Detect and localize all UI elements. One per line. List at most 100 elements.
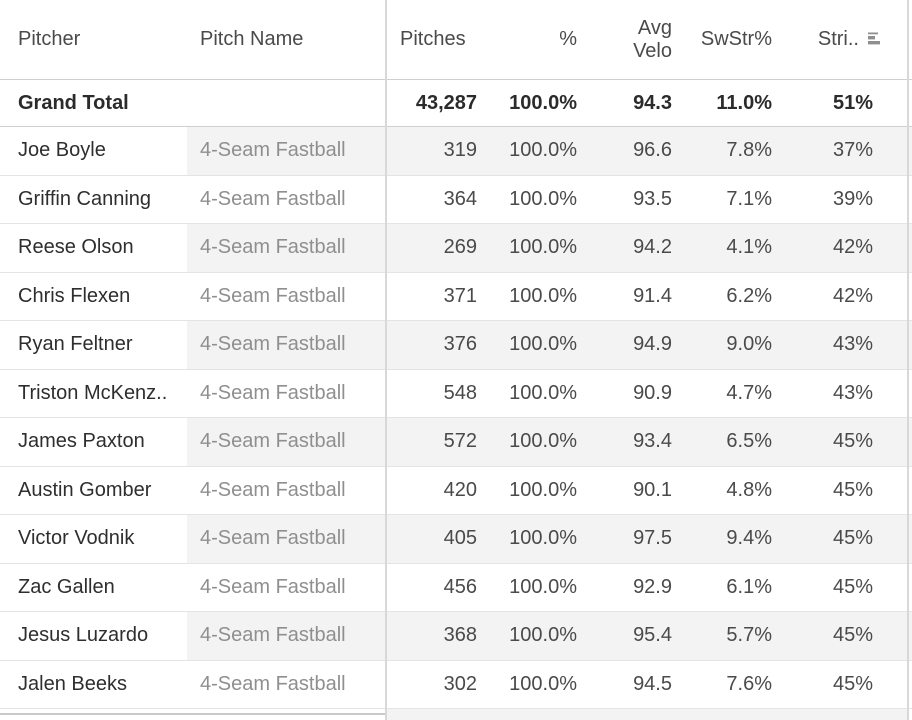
pitch-name-cell[interactable]: 4-Seam Fastball (187, 224, 386, 272)
grand-total-avg-velo-cell[interactable]: 94.3 (581, 80, 676, 126)
percent-cell[interactable]: 100.0% (481, 515, 581, 563)
percent-cell[interactable]: 100.0% (481, 564, 581, 612)
strike-cell[interactable]: 45% (776, 612, 912, 660)
pitcher-cell[interactable]: Reese Olson (0, 224, 187, 272)
strike-cell[interactable]: 37% (776, 127, 912, 175)
swstr-cell[interactable]: 6.5% (676, 418, 776, 466)
pitches-cell[interactable]: 572 (386, 418, 481, 466)
pitch-name-cell[interactable]: 4-Seam Fastball (187, 612, 386, 660)
pitches-cell[interactable]: 302 (386, 661, 481, 709)
pitcher-cell[interactable]: Ryan Feltner (0, 321, 187, 369)
grand-total-strike-cell[interactable]: 51% (776, 80, 912, 126)
pitcher-cell[interactable]: Jesus Luzardo (0, 612, 187, 660)
pitcher-cell[interactable]: Victor Vodnik (0, 515, 187, 563)
percent-cell[interactable]: 100.0% (481, 273, 581, 321)
avg-velo-cell[interactable]: 92.9 (581, 564, 676, 612)
percent-cell[interactable]: 100.0% (481, 612, 581, 660)
grand-total-percent-cell[interactable]: 100.0% (481, 80, 581, 126)
pitches-cell[interactable]: 368 (386, 612, 481, 660)
pitcher-cell[interactable]: Joe Boyle (0, 127, 187, 175)
percent-cell[interactable]: 100.0% (481, 418, 581, 466)
header-strike-truncated[interactable]: Stri.. (776, 0, 912, 79)
pitches-cell[interactable]: 548 (386, 370, 481, 418)
pitcher-cell[interactable]: Austin Gomber (0, 467, 187, 515)
avg-velo-cell[interactable]: 93.5 (581, 176, 676, 224)
pitches-cell[interactable]: 371 (386, 273, 481, 321)
strike-cell[interactable]: 45% (776, 418, 912, 466)
avg-velo-cell[interactable]: 94.5 (581, 661, 676, 709)
swstr-cell[interactable]: 6.1% (676, 564, 776, 612)
header-percent[interactable]: % (481, 0, 581, 79)
strike-cell[interactable]: 45% (776, 515, 912, 563)
strike-cell[interactable]: 43% (776, 321, 912, 369)
pitch-name-cell[interactable]: 4-Seam Fastball (187, 661, 386, 709)
strike-cell[interactable]: 45% (776, 467, 912, 515)
percent-cell[interactable]: 100.0% (481, 467, 581, 515)
header-avg-velo[interactable]: Avg Velo (581, 0, 676, 79)
pitches-cell[interactable]: 405 (386, 515, 481, 563)
pitcher-cell[interactable]: Griffin Canning (0, 176, 187, 224)
pitches-cell[interactable]: 456 (386, 564, 481, 612)
avg-velo-cell[interactable]: 94.9 (581, 321, 676, 369)
strike-cell[interactable]: 45% (776, 564, 912, 612)
avg-velo-cell[interactable]: 90.1 (581, 467, 676, 515)
pitches-cell[interactable]: 319 (386, 127, 481, 175)
pitch-name-cell[interactable]: 4-Seam Fastball (187, 127, 386, 175)
header-pitch-name[interactable]: Pitch Name (187, 0, 386, 79)
strike-cell[interactable]: 42% (776, 224, 912, 272)
swstr-cell[interactable]: 7.6% (676, 661, 776, 709)
pitcher-cell[interactable]: Jalen Beeks (0, 661, 187, 709)
header-pitcher[interactable]: Pitcher (0, 0, 187, 79)
pitches-cell[interactable]: 364 (386, 176, 481, 224)
avg-velo-cell[interactable]: 96.6 (581, 127, 676, 175)
percent-cell[interactable]: 100.0% (481, 224, 581, 272)
strike-cell[interactable]: 43% (776, 370, 912, 418)
percent-cell[interactable]: 100.0% (481, 321, 581, 369)
percent-cell[interactable]: 100.0% (481, 370, 581, 418)
pitch-name-cell[interactable]: 4-Seam Fastball (187, 515, 386, 563)
pitch-name-cell[interactable]: 4-Seam Fastball (187, 321, 386, 369)
header-swstr-label: SwStr% (700, 28, 772, 50)
avg-velo-cell[interactable]: 94.2 (581, 224, 676, 272)
pitches-cell[interactable]: 269 (386, 224, 481, 272)
avg-velo-cell[interactable]: 91.4 (581, 273, 676, 321)
grand-total-swstr-cell[interactable]: 11.0% (676, 80, 776, 126)
avg-velo-cell[interactable]: 95.4 (581, 612, 676, 660)
avg-velo-cell[interactable]: 93.4 (581, 418, 676, 466)
swstr-cell[interactable]: 7.8% (676, 127, 776, 175)
pitcher-cell[interactable]: James Paxton (0, 418, 187, 466)
strike-cell[interactable]: 42% (776, 273, 912, 321)
header-swstr[interactable]: SwStr% (676, 0, 776, 79)
swstr-cell[interactable]: 5.7% (676, 612, 776, 660)
header-pitches[interactable]: Pitches (386, 0, 481, 79)
swstr-cell[interactable]: 9.4% (676, 515, 776, 563)
swstr-cell[interactable]: 4.7% (676, 370, 776, 418)
pitcher-cell[interactable]: Zac Gallen (0, 564, 187, 612)
pitch-name-cell[interactable]: 4-Seam Fastball (187, 418, 386, 466)
avg-velo-cell[interactable]: 97.5 (581, 515, 676, 563)
grand-total-pitches-cell[interactable]: 43,287 (386, 80, 481, 126)
pitch-name-cell[interactable]: 4-Seam Fastball (187, 273, 386, 321)
pitch-name-cell[interactable]: 4-Seam Fastball (187, 467, 386, 515)
pitches-cell[interactable]: 376 (386, 321, 481, 369)
pitches-cell[interactable]: 420 (386, 467, 481, 515)
percent-cell[interactable]: 100.0% (481, 176, 581, 224)
sort-bars-icon[interactable] (865, 30, 886, 50)
pitcher-cell[interactable]: Triston McKenz.. (0, 370, 187, 418)
pitcher-cell[interactable]: Chris Flexen (0, 273, 187, 321)
pitch-name-cell[interactable]: 4-Seam Fastball (187, 564, 386, 612)
strike-cell[interactable]: 39% (776, 176, 912, 224)
pitch-name-cell[interactable]: 4-Seam Fastball (187, 370, 386, 418)
strike-cell[interactable]: 45% (776, 661, 912, 709)
swstr-cell[interactable]: 4.1% (676, 224, 776, 272)
pitch-name-cell[interactable]: 4-Seam Fastball (187, 176, 386, 224)
swstr-cell[interactable]: 7.1% (676, 176, 776, 224)
percent-cell[interactable]: 100.0% (481, 661, 581, 709)
swstr-cell[interactable]: 6.2% (676, 273, 776, 321)
swstr-cell[interactable]: 4.8% (676, 467, 776, 515)
swstr-cell[interactable]: 9.0% (676, 321, 776, 369)
percent-cell[interactable]: 100.0% (481, 127, 581, 175)
avg-velo-cell[interactable]: 90.9 (581, 370, 676, 418)
grand-total-label-cell[interactable]: Grand Total (0, 80, 187, 126)
